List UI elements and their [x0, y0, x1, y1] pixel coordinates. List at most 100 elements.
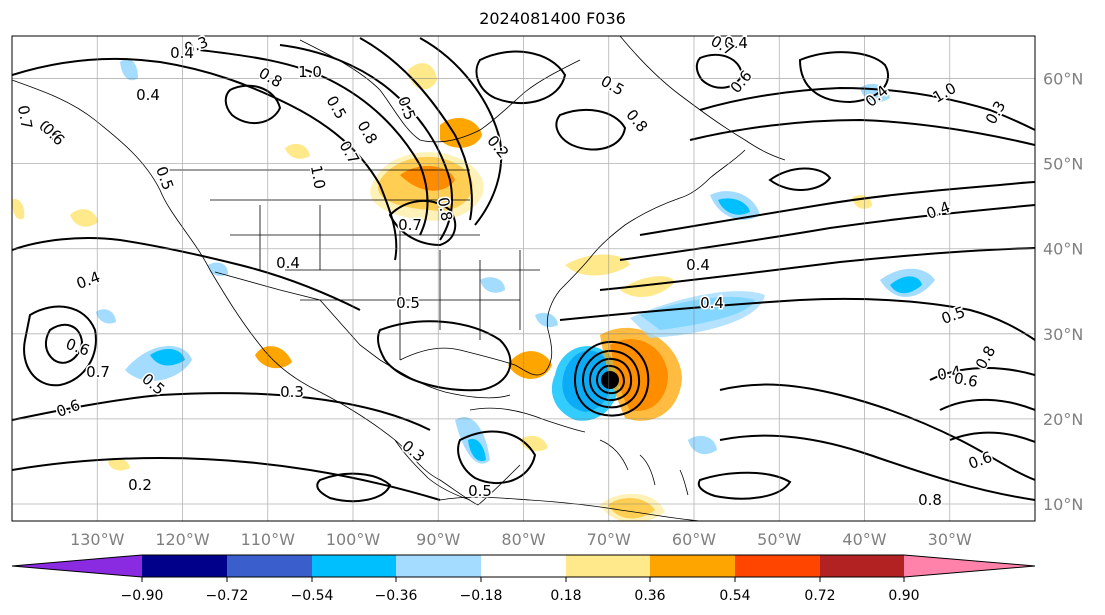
contour-29: [697, 471, 792, 500]
colorbar-tick-label: 0.36: [634, 588, 665, 604]
contour-4: [359, 37, 473, 221]
lon-tick-label: 120°W: [155, 530, 210, 545]
contour-label: 0.3: [280, 383, 304, 401]
central-america-coast: [394, 439, 471, 501]
colorbar-box: [142, 555, 227, 577]
colorbar-tick-label: −0.18: [460, 588, 503, 604]
contour-1: [12, 57, 398, 261]
shade-ne-negative-core: [718, 198, 750, 215]
shade-gulf-positive-small: [108, 458, 130, 471]
shade-midatlantic-negative-core: [890, 276, 922, 294]
lat-tick-label: 50°N: [1043, 155, 1083, 174]
shade-east-positive-2: [620, 276, 675, 297]
contour-cyclone-3: [588, 357, 633, 402]
contour-label: 0.7: [398, 216, 422, 234]
colorbar-box: [312, 555, 396, 577]
contour-17: [798, 51, 890, 104]
lon-tick-label: 80°W: [501, 530, 545, 545]
cuba-coast: [469, 407, 586, 433]
colorbar-tick-label: 0.72: [804, 588, 835, 604]
contour-label: 0.5: [396, 294, 420, 312]
colorbar-frame: [11, 554, 1036, 578]
colorbar-box: [481, 555, 566, 577]
lat-tick-label: 30°N: [1043, 325, 1083, 344]
contour-21: [929, 367, 1035, 381]
colorbar-tick-label: −0.36: [375, 588, 418, 604]
longitude-labels: 130°W 120°W 110°W 100°W 90°W 80°W 70°W 60°W 50°W…: [70, 530, 972, 545]
shade-east-neg-small: [535, 312, 558, 328]
contour-10: [44, 323, 84, 364]
latitude-labels: 60°N 50°N 40°N 30°N 20°N 10°N: [1043, 70, 1083, 514]
contour-23: [949, 431, 1035, 443]
shade-atl-neg-small: [688, 435, 717, 455]
contour-30: [457, 430, 537, 485]
colorbar-box: [227, 555, 312, 577]
shade-pacific-positive: [70, 209, 98, 227]
colorbar-tick-label: −0.90: [121, 588, 164, 604]
colorbar-box: [735, 555, 820, 577]
contour-20: [719, 434, 1035, 501]
colorbar-tick-label: −0.72: [206, 588, 249, 604]
contour-label: 0.2: [128, 476, 152, 494]
caribbean-islands: [599, 439, 689, 496]
colorbar-extend-max: [904, 555, 1035, 577]
shade-carib-pos-small: [520, 435, 548, 452]
contour-label: 0.7: [86, 363, 110, 381]
shade-ne-pos-small-2: [12, 199, 25, 220]
colorbar-box: [396, 555, 481, 577]
contour-label: 0.4: [170, 44, 194, 62]
hudson-bay-coast: [299, 39, 581, 143]
contour-2: [199, 49, 429, 236]
lat-tick-label: 40°N: [1043, 240, 1083, 259]
contour-label: 1.0: [298, 63, 322, 81]
contour-label: 0.4: [686, 256, 710, 274]
contour-cyclone-outer: [573, 340, 650, 417]
contour-label: 0.4: [276, 254, 300, 272]
contour-26: [475, 50, 567, 105]
lon-tick-label: 110°W: [241, 530, 296, 545]
colorbar-labels: −0.90 −0.72 −0.54 −0.36 −0.18 0.18 0.36 0.54 0.7…: [121, 577, 920, 604]
shade-florida-positive: [508, 351, 552, 379]
lon-tick-label: 60°W: [672, 530, 716, 545]
shade-mex-neg-small: [208, 262, 228, 276]
shade-east-neg-small-2: [480, 277, 505, 293]
contour-lines: [12, 37, 1035, 503]
contour-25: [555, 108, 627, 151]
colorbar-boxes: [11, 554, 1036, 578]
lon-tick-label: 130°W: [70, 530, 125, 545]
contour-14: [559, 297, 1035, 341]
contour-15: [699, 86, 1035, 131]
contour-31: [376, 320, 512, 392]
contour-24: [768, 167, 832, 191]
lat-tick-label: 10°N: [1043, 495, 1083, 514]
lon-tick-label: 70°W: [587, 530, 631, 545]
contour-label: 0.5: [468, 482, 492, 500]
shade-lake-core: [400, 165, 455, 191]
lon-tick-label: 30°W: [928, 530, 972, 545]
greenland-coast: [619, 36, 786, 161]
shade-mexico-positive: [255, 346, 292, 369]
contour-18: [695, 53, 744, 89]
contour-label: 0.4: [136, 86, 160, 104]
contour-8: [12, 456, 441, 501]
contour-lows: [388, 199, 457, 247]
contour-16: [689, 118, 1035, 146]
colorbar-box: [820, 555, 904, 577]
lat-tick-label: 20°N: [1043, 410, 1083, 429]
colorbar-tick-label: −0.54: [291, 588, 334, 604]
lon-tick-label: 50°W: [757, 530, 801, 545]
cyclone-eye: [601, 371, 619, 389]
colorbar-tick-label: 0.90: [888, 588, 919, 604]
shade-nw-negative: [120, 58, 138, 81]
lon-tick-label: 40°W: [842, 530, 886, 545]
map-plot: 0.30.40.8 1.00.50.60.70.40.60.50.70.80.51…: [11, 30, 1083, 545]
state-lines: [210, 199, 540, 360]
contour-label: 0.8: [918, 491, 942, 509]
chart-title: 2024081400 F036: [479, 9, 626, 28]
colorbar-tick-label: 0.54: [719, 588, 750, 604]
shade-caribbean-negative-core: [468, 438, 486, 462]
contour-27: [224, 84, 282, 124]
contour-9: [23, 305, 97, 387]
lon-tick-label: 100°W: [326, 530, 381, 545]
contour-6: [12, 237, 361, 311]
